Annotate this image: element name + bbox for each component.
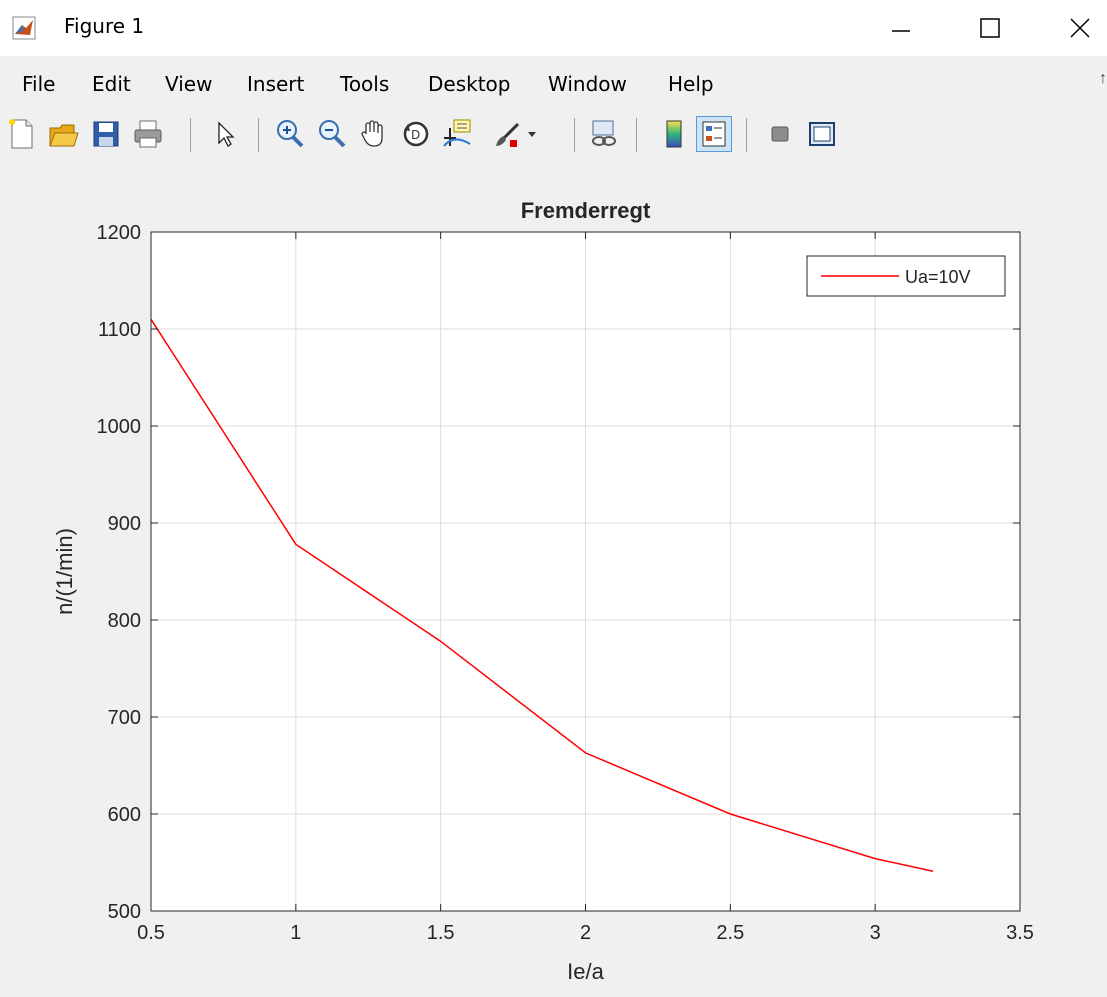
data-cursor-icon [443,119,471,147]
y-tick-label: 600 [108,804,141,826]
insert-colorbar-button[interactable] [656,116,692,152]
toolbar-separator [636,118,637,152]
x-axis-label: Ie/a [567,959,604,984]
menu-tools[interactable]: Tools [340,72,390,96]
brush-button[interactable] [490,116,526,152]
toolbar-separator [574,118,575,152]
rotate-3d-icon: D [403,121,429,147]
y-tick-label: 700 [108,707,141,729]
x-tick-label: 0.5 [137,922,165,944]
printer-icon [134,120,162,148]
close-icon [1070,18,1090,38]
axis-ticks: 0.5 1 1.5 2 2.5 3 3.5 500 600 700 800 900 1000 1100 12… [97,222,1034,944]
chart-title: Fremderregt [521,198,651,223]
zoom-in-button[interactable] [272,116,308,152]
maximize-icon [980,18,1000,38]
colorbar-icon [666,120,682,148]
hand-icon [361,120,383,147]
menu-overflow-icon[interactable]: ↑ [1099,70,1107,87]
print-button[interactable] [130,116,166,152]
menu-edit[interactable]: Edit [92,72,131,96]
save-disk-icon [93,121,119,147]
zoom-out-button[interactable] [314,116,350,152]
save-button[interactable] [88,116,124,152]
menu-bar: File Edit View Insert Tools Desktop Wind… [0,56,1107,104]
menu-help[interactable]: Help [668,72,714,96]
line-chart[interactable]: 0.5 1 1.5 2 2.5 3 3.5 500 600 700 800 900 1000 1100 12… [0,164,1107,997]
brush-dropdown-button[interactable] [524,116,540,152]
y-axis-label: n/(1/min) [52,528,77,615]
open-folder-icon [49,124,79,147]
zoom-in-icon [277,120,304,148]
edit-plot-button[interactable] [206,116,242,152]
link-plot-icon [592,120,616,146]
y-tick-label: 1100 [98,319,141,341]
legend-label: Ua=10V [905,267,971,287]
hide-plot-tools-button[interactable] [762,116,798,152]
legend-icon [702,121,726,147]
y-tick-label: 1200 [97,222,142,244]
insert-legend-button[interactable] [696,116,732,152]
figure-toolbar: D [0,106,1107,162]
show-tools-icon [809,122,835,146]
y-tick-label: 1000 [97,416,142,438]
x-tick-label: 2.5 [716,922,744,944]
menu-desktop[interactable]: Desktop [428,72,511,96]
x-tick-label: 3 [870,922,881,944]
y-tick-label: 500 [108,901,141,923]
x-tick-label: 3.5 [1006,922,1034,944]
close-button[interactable] [1050,0,1107,56]
svg-text:D: D [411,128,420,142]
matlab-logo-icon [12,16,36,40]
rotate-3d-button[interactable]: D [398,116,434,152]
title-bar: Figure 1 [0,0,1107,56]
x-tick-label: 2 [580,922,591,944]
data-cursor-button[interactable] [440,116,476,152]
show-plot-tools-button[interactable] [804,116,840,152]
x-tick-label: 1 [290,922,301,944]
toolbar-separator [190,118,191,152]
y-tick-label: 900 [108,513,141,535]
open-file-button[interactable] [46,116,82,152]
menu-file[interactable]: File [22,72,56,96]
maximize-button[interactable] [960,0,1020,56]
link-plot-button[interactable] [586,116,622,152]
hide-tools-icon [771,126,789,142]
toolbar-separator [746,118,747,152]
arrow-pointer-icon [218,121,235,147]
new-figure-button[interactable] [4,116,40,152]
toolbar-separator [258,118,259,152]
legend[interactable]: Ua=10V [806,255,1006,297]
menu-insert[interactable]: Insert [247,72,305,96]
menu-view[interactable]: View [165,72,213,96]
minimize-button[interactable] [870,0,930,56]
window-title: Figure 1 [64,14,145,38]
chevron-down-icon [528,132,536,137]
menu-window[interactable]: Window [548,72,627,96]
zoom-out-icon [319,120,346,148]
x-tick-label: 1.5 [427,922,455,944]
figure-canvas: 0.5 1 1.5 2 2.5 3 3.5 500 600 700 800 900 1000 1100 12… [0,164,1107,997]
new-document-icon [9,119,33,149]
minimize-icon [892,30,910,32]
y-tick-label: 800 [108,610,141,632]
pan-button[interactable] [356,116,392,152]
brush-icon [496,122,520,147]
